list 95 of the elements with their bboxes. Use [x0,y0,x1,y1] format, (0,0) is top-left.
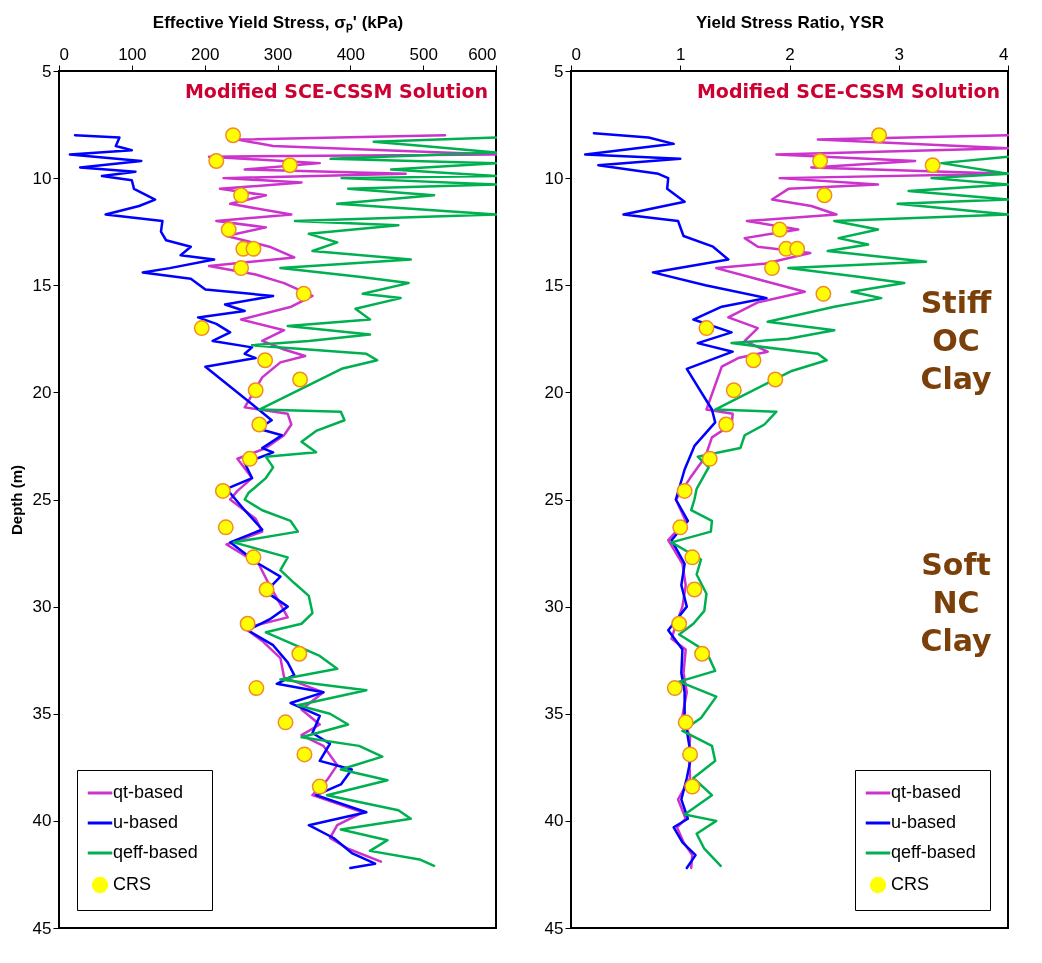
point [698,320,715,337]
point [292,371,309,388]
x-tick-label: 400 [336,44,366,64]
point [257,352,274,369]
point [682,746,699,763]
point [233,187,250,204]
x-tick-label: 4 [999,44,1009,64]
line-series [583,131,768,870]
point [686,581,703,598]
point [220,221,237,238]
y-tick-label: 20 [544,382,564,402]
x-tick-label: 200 [190,44,220,64]
legend-label: u-based [891,812,957,832]
point [812,153,829,169]
x-axis-title: Effective Yield Stress, σₚ' (kPa) [152,12,404,33]
point [214,482,231,499]
y-tick-label: 40 [32,811,52,831]
point [684,778,701,795]
y-tick-label: 15 [544,275,564,295]
point [245,549,262,566]
y-tick-label: 25 [544,490,564,509]
legend-label: u-based [113,812,179,832]
legend-label: qeff-based [891,842,976,862]
point [233,260,250,277]
point [247,382,264,399]
y-tick-label: 5 [554,61,564,81]
y-tick-label: 20 [32,382,52,402]
y-tick-label: 45 [544,918,564,938]
point [725,382,742,399]
point [677,714,694,731]
x-tick-label: 0 [59,44,69,64]
annotation: Soft NC Clay [920,547,993,658]
point [217,519,234,536]
point [924,157,941,174]
x-tick-label: 2 [785,44,795,64]
x-tick-label: 300 [263,44,293,64]
point [816,187,833,204]
y-axis-title: Depth (m) [7,465,25,535]
point [671,615,688,632]
y-tick-label: 30 [544,597,564,617]
point [277,714,294,731]
x-tick-label: 600 [468,44,497,64]
x-tick-label: 500 [409,44,438,64]
point [239,615,256,632]
point [676,482,693,499]
point [311,778,328,795]
y-tick-label: 25 [32,490,52,509]
point [701,450,718,467]
y-tick-label: 45 [32,918,52,938]
point [296,746,313,763]
point [248,680,265,697]
point [295,285,312,302]
y-tick-label: 10 [544,168,564,188]
x-tick-label: 1 [676,44,686,64]
point [291,645,308,662]
point [815,285,832,302]
point [225,127,242,144]
annotation: Stiff OC Clay [920,285,993,396]
point [241,450,258,467]
legend-label: CRS [891,874,930,894]
point [193,320,210,337]
point [789,240,806,257]
y-tick-label: 35 [544,704,564,724]
y-tick-label: 30 [32,597,52,617]
point [764,260,781,277]
x-tick-label: 0 [571,44,581,64]
point [745,352,762,369]
y-tick-label: 5 [42,61,52,81]
y-tick-label: 15 [32,275,52,295]
annotation: Modified SCE-CSSM Solution [184,80,488,102]
legend-label: qt-based [113,782,184,802]
point [672,519,689,536]
point [771,221,788,238]
point [684,549,701,566]
point [258,581,275,598]
x-tick-label: 3 [894,44,904,64]
legend-label: qeff-based [113,842,198,862]
line-series [68,134,377,870]
annotation: Modified SCE-CSSM Solution [696,80,1000,102]
y-tick-label: 10 [32,168,52,188]
point [251,416,268,433]
point [281,157,298,174]
y-tick-label: 40 [544,811,564,831]
point [718,416,735,433]
point [694,645,711,662]
point [245,240,262,257]
x-axis-title: Yield Stress Ratio, YSR [695,12,885,32]
point [666,680,683,697]
x-tick-label: 100 [118,44,147,64]
y-tick-label: 35 [32,704,52,724]
legend-label: qt-based [891,782,962,802]
point [208,153,225,169]
point [767,371,784,388]
point [871,127,888,144]
legend-label: CRS [113,874,152,894]
